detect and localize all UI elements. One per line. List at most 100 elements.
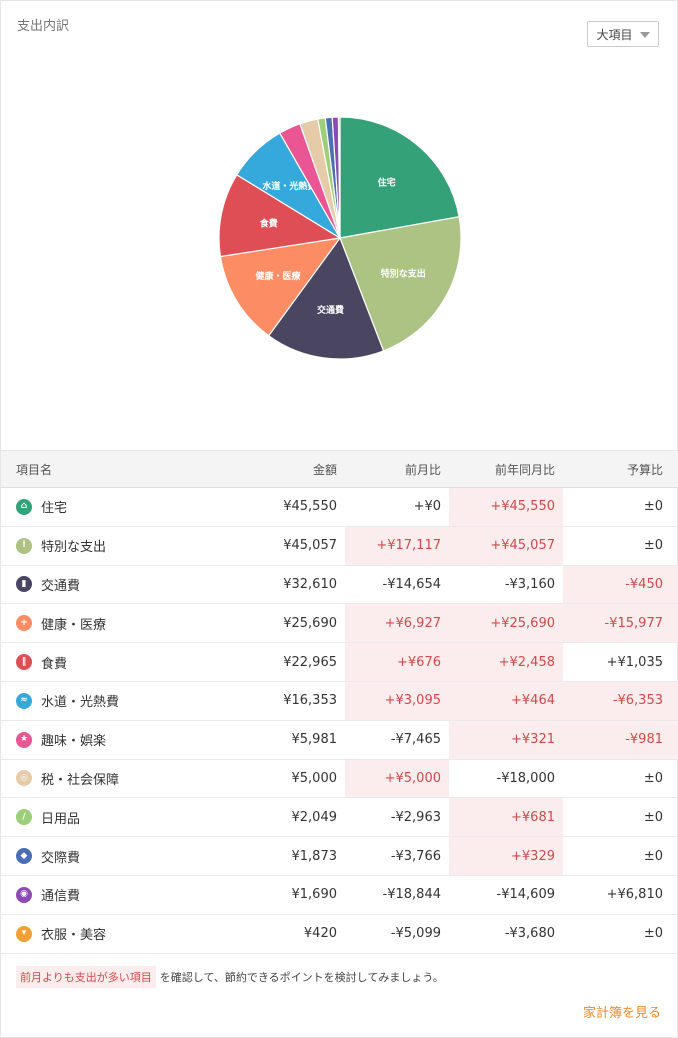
table-row: ‖ 食費 ¥22,965 +¥676 +¥2,458 +¥1,035 — [1, 643, 678, 682]
row-yoy: +¥464 — [449, 681, 563, 720]
row-amount: ¥25,690 — [283, 615, 337, 631]
row-amount: ¥45,550 — [283, 499, 337, 515]
row-budget: ±0 — [643, 538, 663, 554]
footnote-text: を確認して、節約できるポイントを検討してみましょう。 — [159, 971, 444, 984]
pie-slice[interactable] — [339, 116, 460, 239]
row-mom: +¥17,117 — [345, 526, 449, 565]
row-category: ◎ 税・社会保障 — [16, 760, 236, 798]
row-amount: ¥420 — [303, 926, 337, 942]
row-amount: ¥1,873 — [291, 848, 338, 864]
utensils-icon: ‖ — [16, 654, 32, 671]
row-budget: ±0 — [643, 926, 663, 942]
header-amount: 金額 — [312, 463, 337, 477]
row-category: ! 特別な支出 — [16, 527, 236, 565]
row-amount: ¥32,610 — [283, 576, 337, 592]
footnote: 前月よりも支出が多い項目 を確認して、節約できるポイントを検討してみましょう。 — [16, 966, 444, 988]
row-yoy: -¥14,609 — [496, 887, 555, 903]
row-budget: -¥981 — [563, 720, 678, 759]
row-category: ◉ 通信費 — [16, 876, 236, 914]
row-yoy: +¥329 — [449, 837, 563, 875]
people-icon: ◆ — [16, 848, 32, 865]
row-amount: ¥22,965 — [283, 654, 337, 670]
row-budget: ±0 — [643, 499, 663, 515]
row-yoy: +¥2,458 — [449, 643, 563, 681]
row-yoy: +¥321 — [449, 720, 563, 759]
faucet-icon: ≈ — [16, 692, 32, 709]
row-category: ▮ 交通費 — [16, 566, 236, 604]
row-yoy: +¥45,057 — [449, 526, 563, 565]
shirt-icon: ▾ — [16, 925, 32, 942]
view-household-ledger-link[interactable]: 家計簿を見る — [582, 1006, 661, 1021]
table-row: ◆ 交際費 ¥1,873 -¥3,766 +¥329 ±0 — [1, 837, 678, 876]
row-category: + 健康・医療 — [16, 604, 236, 642]
pie-slice[interactable] — [339, 216, 462, 352]
row-mom: -¥14,654 — [382, 576, 441, 592]
table-row: ◎ 税・社会保障 ¥5,000 +¥5,000 -¥18,000 ±0 — [1, 759, 678, 799]
row-category-label: 交通費 — [41, 578, 81, 594]
row-category: ‖ 食費 — [16, 643, 236, 681]
card-title: 支出内訳 — [17, 19, 70, 34]
table-body: ⌂ 住宅 ¥45,550 +¥0 +¥45,550 ±0! 特別な支出 ¥45,057 +¥17… — [1, 488, 678, 954]
chevron-down-icon — [639, 32, 650, 38]
table-row: ▾ 衣服・美容 ¥420 -¥5,099 -¥3,680 ±0 — [1, 915, 678, 954]
pie-slice-label: 交通費 — [317, 304, 344, 316]
row-budget: +¥6,810 — [606, 887, 663, 903]
pie-slice-label: 特別な支出 — [381, 268, 426, 280]
medical-cross-icon: + — [16, 615, 32, 632]
table-row: ◉ 通信費 ¥1,690 -¥18,844 -¥14,609 +¥6,810 — [1, 876, 678, 915]
row-category-label: 食費 — [41, 656, 68, 672]
header-budget: 予算比 — [626, 463, 663, 477]
row-yoy: -¥3,160 — [504, 576, 555, 592]
pie-slice[interactable] — [337, 116, 341, 239]
row-yoy: -¥18,000 — [496, 770, 555, 786]
row-budget: -¥15,977 — [563, 604, 678, 643]
row-category-label: 衣服・美容 — [41, 928, 107, 944]
row-mom: +¥676 — [345, 643, 449, 681]
coins-icon: ◎ — [16, 770, 32, 787]
header-name: 項目名 — [16, 463, 53, 477]
row-amount: ¥5,981 — [291, 732, 338, 748]
row-category-label: 水道・光熱費 — [41, 695, 120, 711]
row-amount: ¥1,690 — [291, 887, 338, 903]
expense-table: 項目名 金額 前月比 前年同月比 予算比 ⌂ 住宅 ¥45,550 +¥0 +¥45,5… — [1, 450, 678, 954]
row-mom: +¥0 — [413, 499, 441, 515]
row-category: ≈ 水道・光熱費 — [16, 682, 236, 720]
pie-slice-label: 住宅 — [378, 176, 396, 188]
row-category-label: 特別な支出 — [41, 540, 107, 556]
row-category: ★ 趣味・娯楽 — [16, 721, 236, 759]
row-category: ▾ 衣服・美容 — [16, 915, 236, 953]
row-category: ⌂ 住宅 — [16, 488, 236, 526]
row-amount: ¥2,049 — [291, 809, 338, 825]
signal-icon: ◉ — [16, 886, 32, 903]
table-header: 項目名 金額 前月比 前年同月比 予算比 — [1, 450, 678, 488]
row-category: / 日用品 — [16, 798, 236, 836]
row-mom: -¥7,465 — [390, 732, 441, 748]
row-budget: ±0 — [643, 848, 663, 864]
row-category-label: 住宅 — [41, 501, 68, 517]
pie-slice-label: 水道・光熱費 — [262, 180, 316, 192]
row-mom: +¥5,000 — [345, 759, 449, 798]
row-budget: ±0 — [643, 770, 663, 786]
pie-slice[interactable] — [267, 236, 385, 360]
expense-pie-chart: 住宅 特別な支出 交通費 健康・医療 食費 水道・光熱費 — [215, 113, 465, 363]
leaf-icon: / — [16, 809, 32, 826]
row-yoy: +¥25,690 — [449, 604, 563, 643]
row-mom: +¥6,927 — [345, 604, 449, 643]
row-yoy: -¥3,680 — [504, 926, 555, 942]
row-amount: ¥45,057 — [283, 538, 337, 554]
table-row: ★ 趣味・娯楽 ¥5,981 -¥7,465 +¥321 -¥981 — [1, 720, 678, 760]
row-category-label: 通信費 — [41, 889, 81, 905]
row-category-label: 税・社会保障 — [41, 772, 120, 788]
table-row: + 健康・医療 ¥25,690 +¥6,927 +¥25,690 -¥15,977 — [1, 604, 678, 644]
row-category-label: 日用品 — [41, 811, 81, 827]
pie-slice[interactable] — [218, 173, 342, 258]
table-row: / 日用品 ¥2,049 -¥2,963 +¥681 ±0 — [1, 798, 678, 838]
category-level-dropdown[interactable]: 大項目 — [587, 21, 659, 47]
pie-slice[interactable] — [219, 237, 342, 337]
dropdown-label: 大項目 — [596, 27, 633, 42]
row-budget: -¥450 — [563, 565, 678, 604]
row-mom: -¥2,963 — [390, 809, 441, 825]
row-category: ◆ 交際費 — [16, 837, 236, 875]
